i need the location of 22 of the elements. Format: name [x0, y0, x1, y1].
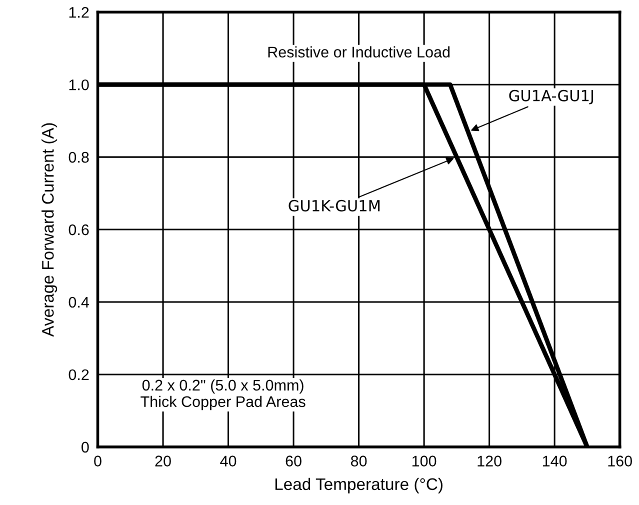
y-tick-label: 0: [82, 442, 89, 453]
y-tick-label: 1.0: [69, 79, 89, 90]
y-tick-label: 0.2: [68, 369, 89, 380]
annotation: GU1K-GU1M: [288, 200, 380, 212]
y-tick-label: 0.4: [68, 296, 89, 308]
x-tick-label: 80: [350, 456, 367, 466]
x-tick-label: 0: [94, 456, 102, 466]
y-tick-label: 1.2: [69, 6, 89, 18]
annotation: 0.2 x 0.2" (5.0 x 5.0mm) Thick Copper Pad Areas: [140, 379, 306, 410]
y-tick-label: 0.6: [68, 224, 89, 236]
annotation: Resistive or Inductive Load: [268, 46, 450, 58]
y-tick-label: 0.8: [68, 152, 89, 163]
x-tick-label: 20: [155, 456, 171, 466]
annotation: GU1A-GU1J: [509, 90, 594, 104]
x-tick-label: 100: [412, 456, 436, 466]
x-tick-label: 160: [608, 456, 632, 466]
y-axis-title: Average Forward Current (A): [42, 123, 58, 337]
x-tick-label: 120: [478, 456, 502, 466]
x-tick-label: 40: [220, 456, 236, 466]
x-tick-label: 140: [542, 456, 567, 466]
x-axis-title: Lead Temperature (°C): [275, 478, 442, 494]
x-tick-label: 60: [286, 456, 302, 466]
